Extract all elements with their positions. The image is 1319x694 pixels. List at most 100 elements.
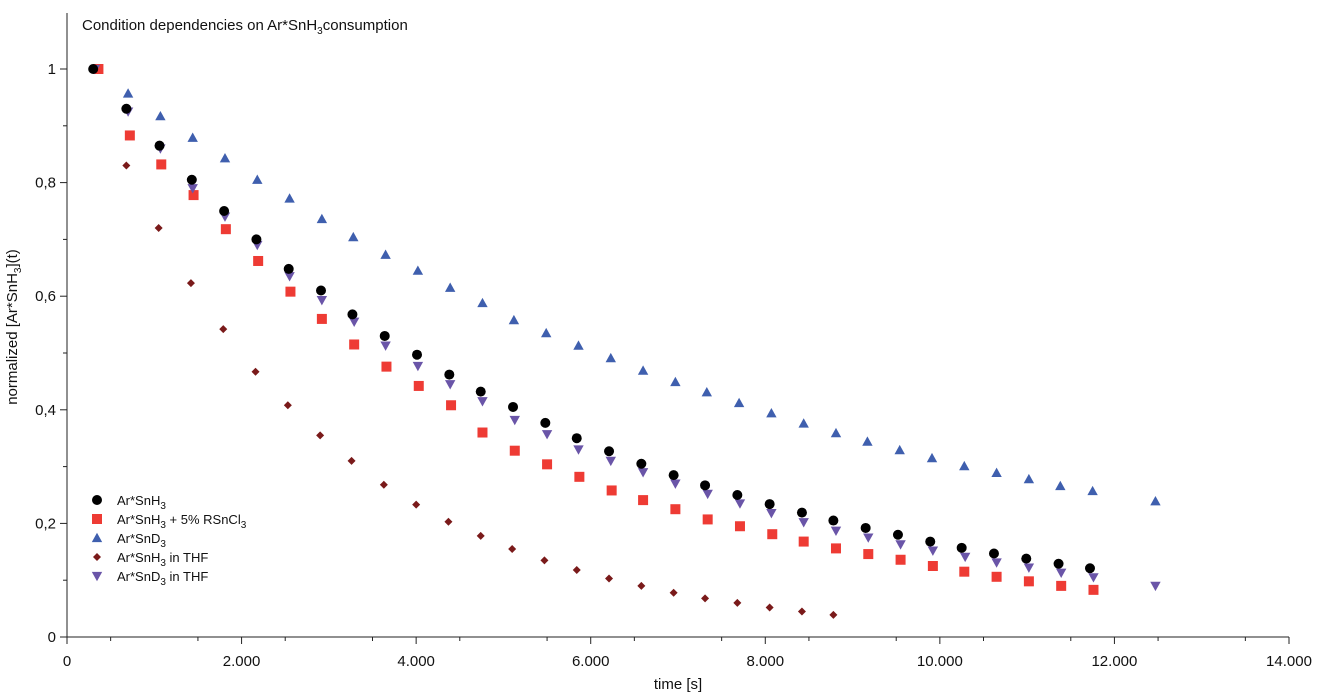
chart-title: Condition dependencies on Ar*SnH3consump… [82,17,408,37]
data-point [637,468,649,478]
legend-marker [91,532,103,543]
data-point [477,397,488,407]
data-point [285,286,296,297]
data-point [475,386,486,397]
data-point [380,341,391,351]
data-point [700,480,711,491]
x-tick-label: 0 [63,653,71,670]
data-point [764,499,775,510]
data-point [637,581,646,590]
legend-marker [91,571,103,582]
data-point [252,174,263,184]
data-point [830,526,842,536]
data-point [959,460,970,471]
data-point [446,400,457,411]
data-point [1023,576,1034,587]
data-point [508,401,519,412]
data-point [862,436,873,446]
data-point [541,430,553,440]
data-point [316,313,327,324]
data-point [186,174,197,185]
data-point [124,130,135,141]
data-point [219,325,228,334]
data-point [734,521,745,532]
legend-marker [92,495,102,505]
series-2 [91,63,1161,506]
data-point [412,361,424,372]
data-point [187,132,198,142]
data-point [251,234,262,245]
data-point [605,574,614,583]
y-tick-label: 1 [48,61,56,78]
legend-label: Ar*SnH3 + 5% RSnCl3 [117,512,247,531]
data-point [1021,553,1032,564]
data-point [316,285,327,296]
data-point [251,367,260,376]
legend-marker [93,553,101,561]
data-point [444,282,456,292]
data-point [284,272,295,282]
data-point [637,365,649,375]
data-point [88,64,99,74]
plot-area [88,63,1161,619]
data-point [734,499,746,509]
data-point [121,103,132,114]
data-point [154,140,165,151]
data-point [477,297,488,308]
data-point [573,340,584,350]
data-point [381,361,392,372]
data-point [767,529,778,540]
data-point [670,504,681,515]
data-point [798,518,809,528]
data-point [154,224,163,233]
data-point [860,522,871,533]
data-point [605,456,616,467]
axes [66,13,1289,638]
data-point [187,184,198,194]
data-point [956,542,967,553]
data-point [638,495,649,506]
legend-label: Ar*SnD3 [117,531,166,550]
data-point [892,529,903,540]
data-point [1150,581,1161,592]
data-point [1023,563,1035,573]
data-point [828,515,839,526]
data-point [927,561,938,571]
data-point [1055,480,1066,491]
x-tick-label: 2.000 [223,653,261,670]
data-point [540,556,549,565]
data-point [766,509,777,519]
data-point [796,507,807,518]
data-point [283,263,294,274]
data-point [1056,580,1067,591]
data-point [253,255,264,266]
data-point [509,415,520,426]
data-point [477,427,488,438]
data-point [830,427,842,438]
data-point [444,380,456,390]
data-point [444,517,453,526]
data-point [798,536,809,547]
data-point [508,314,520,325]
data-point [188,190,199,201]
tick-labels: 0 2.000 4.000 6.000 8.000 10.000 12.000 14.000 0… [35,61,1312,670]
series-4 [89,64,1161,592]
data-point [572,565,581,574]
data-point [348,231,359,242]
data-point [863,549,874,560]
tick-marks [60,68,1290,644]
data-point [379,480,388,489]
data-point [701,386,713,397]
data-point [413,380,424,391]
data-point [733,598,742,607]
series-1 [93,64,1099,595]
data-point [797,607,806,616]
data-point [93,64,104,74]
data-point [702,514,713,525]
data-point [927,546,939,556]
data-point [379,330,390,341]
data-point [829,610,838,619]
data-point [1023,473,1035,484]
data-point [991,571,1002,582]
